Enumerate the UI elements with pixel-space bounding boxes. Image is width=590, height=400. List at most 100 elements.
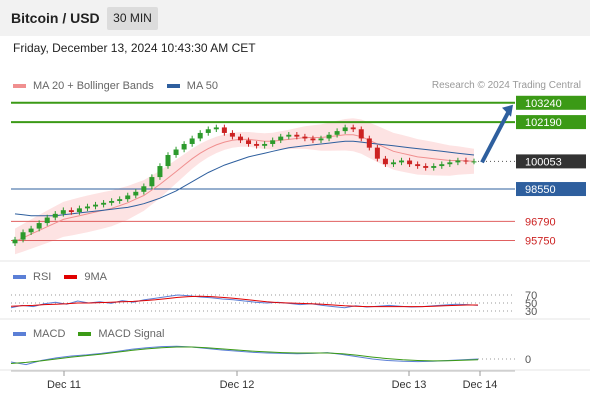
time-axis-label: Dec 12 [220, 379, 255, 391]
timestamp: Friday, December 13, 2024 10:43:30 AM CE… [13, 41, 256, 55]
support-1-label: 96790 [525, 216, 556, 228]
candle-body [334, 131, 340, 135]
macd-swatch [13, 332, 26, 336]
candle-body [415, 164, 421, 167]
candle-body [28, 228, 34, 233]
candle-body [133, 191, 139, 196]
candle-body [149, 177, 155, 187]
candle-body [447, 162, 453, 165]
macd-legend-label: MACD [33, 328, 66, 340]
macd-tick-label: 0 [525, 354, 531, 366]
candle-body [189, 138, 195, 144]
pivot-label: 98550 [525, 184, 556, 196]
candle-body [173, 149, 179, 156]
time-axis-label: Dec 14 [463, 379, 498, 391]
candle-body [20, 232, 26, 240]
candle-body [84, 206, 90, 209]
rsi-tick-label: 30 [525, 306, 537, 318]
ma20-swatch [13, 84, 26, 88]
forecast-arrow [480, 109, 511, 164]
macd-line [10, 345, 479, 366]
rsi-ma-swatch [64, 275, 78, 279]
candle-body [221, 127, 227, 133]
candle-body [366, 138, 372, 148]
candle-body [109, 200, 115, 203]
candle-body [278, 136, 284, 141]
candle-body [302, 136, 308, 139]
candle-body [294, 134, 300, 137]
ma50-swatch [166, 84, 180, 88]
candle-body [205, 129, 211, 133]
main-legend: MA 20 + Bollinger Bands MA 50 [13, 80, 218, 92]
macd-legend: MACD MACD Signal [13, 328, 164, 340]
resistance-2-label: 103240 [525, 98, 562, 110]
candle-body [101, 202, 107, 205]
bollinger-band [15, 118, 474, 255]
candle-body [310, 138, 316, 141]
rsi-line [10, 294, 479, 309]
time-axis-label: Dec 13 [392, 379, 427, 391]
pivot-label-box [516, 182, 586, 197]
current-price-label: 100053 [525, 156, 562, 168]
candle-body [431, 166, 437, 168]
candle-body [157, 166, 163, 178]
candle-body [254, 143, 260, 146]
candle-body [246, 140, 252, 144]
candle-body [318, 138, 324, 141]
candle-body [399, 160, 405, 163]
rsi-ma-legend-label: 9MA [84, 271, 107, 283]
candle-body [60, 210, 66, 214]
ma20-line [14, 134, 475, 242]
candle-body [374, 147, 380, 159]
candle-body [342, 127, 348, 132]
macd-signal-line [10, 346, 479, 364]
rsi-legend-label: RSI [33, 271, 52, 283]
candle-body [390, 162, 396, 165]
ma50-legend-label: MA 50 [186, 80, 218, 92]
candle-body [44, 217, 50, 224]
candle-body [181, 143, 187, 150]
ma50-line [14, 140, 475, 217]
candle-body [358, 129, 364, 139]
candle-body [423, 166, 429, 168]
candle-body [12, 239, 18, 244]
candle-body [326, 134, 332, 139]
timeframe-button[interactable]: 30 MIN [107, 7, 158, 30]
current-price-label-box [516, 154, 586, 169]
candle-body [68, 210, 74, 213]
forecast-arrow-head [502, 104, 513, 117]
candle-body [439, 164, 445, 167]
candle-body [237, 136, 243, 141]
candle-body [350, 127, 356, 130]
candle-body [213, 127, 219, 130]
macd-signal-swatch [78, 332, 92, 336]
candle-body [52, 213, 58, 218]
rsi-legend: RSI 9MA [13, 271, 107, 283]
candle-body [270, 140, 276, 144]
candle-body [36, 223, 42, 229]
candle-body [197, 132, 203, 139]
candle-body [125, 195, 131, 200]
candle-body [463, 160, 469, 162]
chart-header: Bitcoin / USD 30 MIN [0, 0, 590, 36]
rsi-ma-line [10, 295, 478, 308]
support-2-label: 95750 [525, 236, 556, 248]
macd-signal-legend-label: MACD Signal [98, 328, 165, 340]
candle-body [286, 134, 292, 137]
time-axis-label: Dec 11 [47, 379, 81, 391]
candle-body [407, 160, 413, 165]
ma20-legend-label: MA 20 + Bollinger Bands [33, 80, 154, 92]
research-credit: Research © 2024 Trading Central [431, 80, 581, 91]
candle-body [455, 160, 461, 163]
candle-body [382, 158, 388, 165]
resistance-2-label-box [516, 95, 586, 110]
candle-body [262, 143, 268, 146]
resistance-1-label: 102190 [525, 117, 562, 129]
candle-body [471, 161, 477, 163]
resistance-1-label-box [516, 115, 586, 130]
candle-body [141, 186, 147, 192]
candle-body [76, 208, 82, 213]
candle-body [117, 199, 123, 201]
rsi-tick-label: 50 [525, 298, 537, 310]
